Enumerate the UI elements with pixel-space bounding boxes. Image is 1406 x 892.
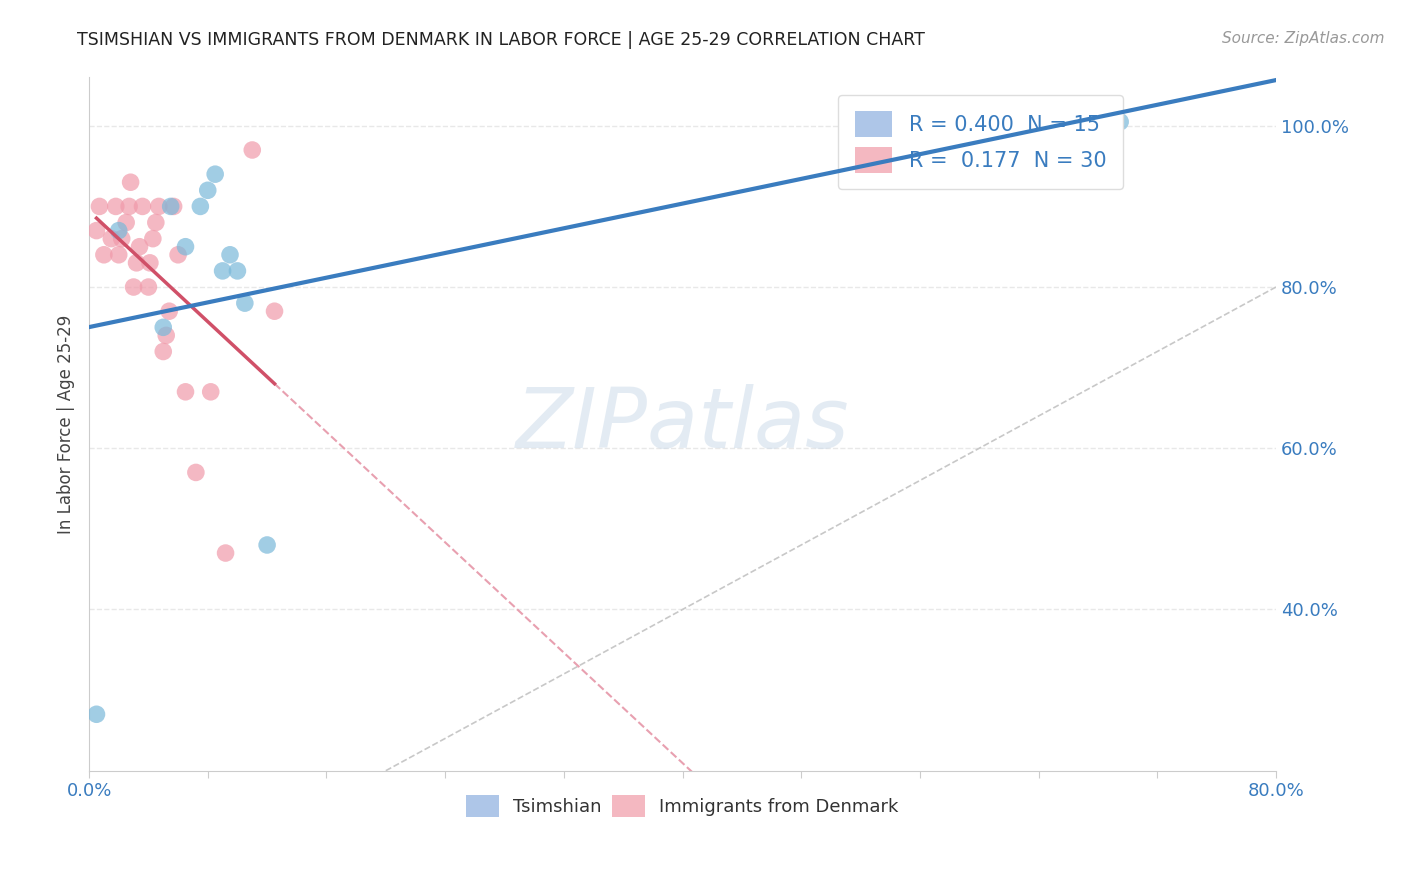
Point [162, 199, 184, 213]
Point [197, 183, 219, 197]
Point [226, 264, 249, 278]
Point [184, 466, 207, 480]
Text: TSIMSHIAN VS IMMIGRANTS FROM DENMARK IN LABOR FORCE | AGE 25-29 CORRELATION CHAR: TSIMSHIAN VS IMMIGRANTS FROM DENMARK IN … [77, 31, 925, 49]
Point [159, 199, 181, 213]
Point [219, 248, 242, 262]
Point [86, 707, 108, 722]
Point [211, 264, 233, 278]
Point [120, 175, 142, 189]
Point [256, 538, 278, 552]
Point [118, 199, 141, 213]
Point [174, 240, 197, 254]
Y-axis label: In Labor Force | Age 25-29: In Labor Force | Age 25-29 [58, 315, 75, 533]
Point [107, 248, 129, 262]
Point [152, 344, 174, 359]
Point [204, 167, 226, 181]
Point [155, 328, 177, 343]
Point [89, 199, 111, 213]
Point [128, 240, 150, 254]
Text: ZIPatlas: ZIPatlas [516, 384, 849, 465]
Point [138, 280, 160, 294]
Point [93, 248, 115, 262]
Point [131, 199, 153, 213]
Point [1094, 119, 1116, 133]
Point [152, 320, 174, 334]
Text: Source: ZipAtlas.com: Source: ZipAtlas.com [1222, 31, 1385, 46]
Point [174, 384, 197, 399]
Point [240, 143, 263, 157]
Point [157, 304, 180, 318]
Point [145, 215, 167, 229]
Point [263, 304, 285, 318]
Point [115, 215, 138, 229]
Point [188, 199, 211, 213]
Point [1109, 115, 1132, 129]
Point [107, 224, 129, 238]
Point [86, 224, 108, 238]
Point [104, 199, 127, 213]
Point [200, 384, 222, 399]
Legend: Tsimshian, Immigrants from Denmark: Tsimshian, Immigrants from Denmark [458, 788, 905, 824]
Point [100, 232, 122, 246]
Point [122, 280, 145, 294]
Point [111, 232, 134, 246]
Point [214, 546, 236, 560]
Point [233, 296, 256, 310]
Point [142, 232, 165, 246]
Point [125, 256, 148, 270]
Point [167, 248, 190, 262]
Point [139, 256, 162, 270]
Point [148, 199, 170, 213]
